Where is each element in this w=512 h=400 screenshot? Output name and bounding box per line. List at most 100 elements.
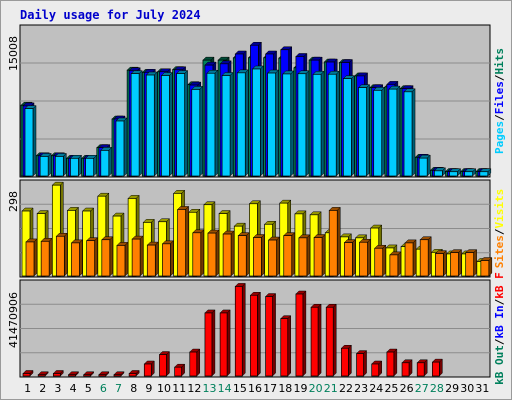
- bar-kb-f-day-17: [264, 292, 277, 377]
- bar-kb-f-day-7: [113, 371, 125, 377]
- bar-sites-day-27: [419, 236, 432, 277]
- x-tick-label-day-31: 31: [475, 382, 489, 395]
- x-tick-label-day-2: 2: [39, 382, 46, 395]
- bar-sites-day-21: [328, 206, 341, 277]
- bar-pages-day-3: [54, 152, 67, 177]
- bar-sites-day-31: [480, 256, 493, 277]
- bar-pages-day-10: [160, 71, 174, 177]
- x-tick-label-day-18: 18: [278, 382, 292, 395]
- bar-kb-f-day-5: [83, 371, 95, 377]
- bar-pages-day-23: [357, 84, 371, 177]
- bar-kb-f-day-25: [386, 348, 398, 377]
- bar-kb-f-day-13: [204, 309, 216, 377]
- y-tick-label-visits_sites: 298: [7, 191, 20, 212]
- bar-kb-f-day-11: [174, 363, 186, 377]
- x-tick-label-day-23: 23: [354, 382, 368, 395]
- bar-sites-day-12: [192, 229, 205, 277]
- bar-kb-f-day-2: [37, 371, 49, 377]
- x-tick-label-day-21: 21: [324, 382, 338, 395]
- x-tick-label-day-24: 24: [369, 382, 383, 395]
- bar-kb-f-day-20: [310, 303, 322, 377]
- bar-sites-day-7: [116, 241, 129, 277]
- x-tick-label-day-16: 16: [248, 382, 262, 395]
- bar-pages-day-8: [130, 70, 143, 177]
- bar-sites-day-18: [283, 232, 296, 277]
- bar-sites-day-2: [40, 237, 53, 277]
- bar-pages-day-27: [418, 154, 431, 177]
- bar-kb-f-day-3: [52, 369, 64, 377]
- bar-pages-day-21: [327, 70, 340, 177]
- x-tick-label-day-7: 7: [115, 382, 122, 395]
- bar-kb-f-day-23: [355, 349, 368, 377]
- bar-sites-day-6: [101, 236, 114, 277]
- bar-sites-day-3: [55, 232, 68, 277]
- bar-kb-f-day-8: [128, 369, 140, 377]
- bar-kb-f-day-16: [249, 291, 262, 377]
- legend-label-hits_files_pages: Pages/Files/Hits: [493, 48, 506, 154]
- x-tick-label-day-1: 1: [24, 382, 31, 395]
- bar-sites-day-15: [237, 232, 250, 277]
- bar-pages-day-2: [39, 152, 52, 177]
- bar-sites-day-4: [70, 239, 84, 277]
- x-tick-label-day-11: 11: [172, 382, 186, 395]
- x-tick-label-day-26: 26: [400, 382, 414, 395]
- bar-sites-day-24: [374, 244, 387, 277]
- y-tick-label-hits_files_pages: 15008: [7, 36, 20, 71]
- bar-pages-day-14: [221, 71, 234, 177]
- bar-pages-day-1: [24, 104, 37, 177]
- x-tick-label-day-10: 10: [157, 382, 171, 395]
- bar-sites-day-28: [434, 250, 447, 277]
- x-tick-label-day-25: 25: [384, 382, 398, 395]
- x-tick-label-day-29: 29: [445, 382, 459, 395]
- bar-sites-day-22: [343, 238, 356, 277]
- bar-sites-day-26: [404, 239, 417, 277]
- bar-pages-day-20: [312, 70, 325, 177]
- bar-kb-f-day-1: [22, 369, 34, 377]
- x-tick-label-day-27: 27: [415, 382, 429, 395]
- bar-sites-day-13: [207, 229, 220, 277]
- bar-pages-day-29: [448, 168, 462, 177]
- bar-sites-day-20: [313, 233, 326, 277]
- bar-pages-day-16: [251, 65, 265, 177]
- x-tick-label-day-20: 20: [309, 382, 323, 395]
- bar-sites-day-23: [358, 238, 372, 277]
- chart-bars: [20, 41, 493, 377]
- legend-label-visits_sites: Sites/Visits: [493, 189, 506, 269]
- bar-pages-day-30: [464, 168, 477, 177]
- bar-kb-f-day-15: [234, 282, 246, 377]
- bar-kb-f-day-24: [371, 360, 383, 377]
- bar-pages-day-6: [100, 146, 113, 177]
- series-legend-labels: Pages/Files/Hits Sites/Visits kB Out/kB In…: [493, 48, 506, 385]
- x-tick-label-day-5: 5: [85, 382, 92, 395]
- x-tick-label-day-13: 13: [203, 382, 217, 395]
- bar-kb-f-day-9: [143, 360, 155, 377]
- bar-sites-day-5: [86, 237, 99, 277]
- bar-pages-day-13: [206, 69, 219, 177]
- bar-sites-day-17: [267, 236, 281, 277]
- bar-kb-f-day-12: [189, 348, 201, 377]
- x-tick-label-day-17: 17: [263, 382, 277, 395]
- bar-pages-day-18: [282, 70, 295, 177]
- bar-sites-day-19: [298, 234, 311, 277]
- x-tick-label-day-19: 19: [293, 382, 307, 395]
- bar-pages-day-28: [433, 167, 446, 177]
- x-tick-label-day-14: 14: [218, 382, 232, 395]
- bar-kb-f-day-4: [67, 371, 80, 377]
- bar-kb-f-day-22: [340, 344, 352, 377]
- bar-sites-day-14: [222, 230, 235, 277]
- bar-pages-day-17: [266, 69, 280, 177]
- y-tick-label-kbytes: 41470906: [7, 292, 20, 348]
- y-axis-tick-labels: 15008 298 41470906: [7, 36, 20, 348]
- chart-title: Daily usage for July 2024: [20, 8, 201, 22]
- bar-pages-day-12: [191, 85, 204, 177]
- bar-kb-f-day-10: [158, 350, 171, 377]
- bar-sites-day-11: [177, 205, 190, 277]
- x-tick-label-day-4: 4: [70, 382, 77, 395]
- bar-pages-day-15: [236, 69, 249, 177]
- bar-kb-f-day-27: [416, 359, 428, 377]
- x-tick-label-day-9: 9: [145, 382, 152, 395]
- x-tick-label-day-28: 28: [430, 382, 444, 395]
- bar-sites-day-30: [465, 249, 478, 277]
- bar-pages-day-26: [403, 88, 416, 177]
- bar-pages-day-4: [69, 154, 83, 177]
